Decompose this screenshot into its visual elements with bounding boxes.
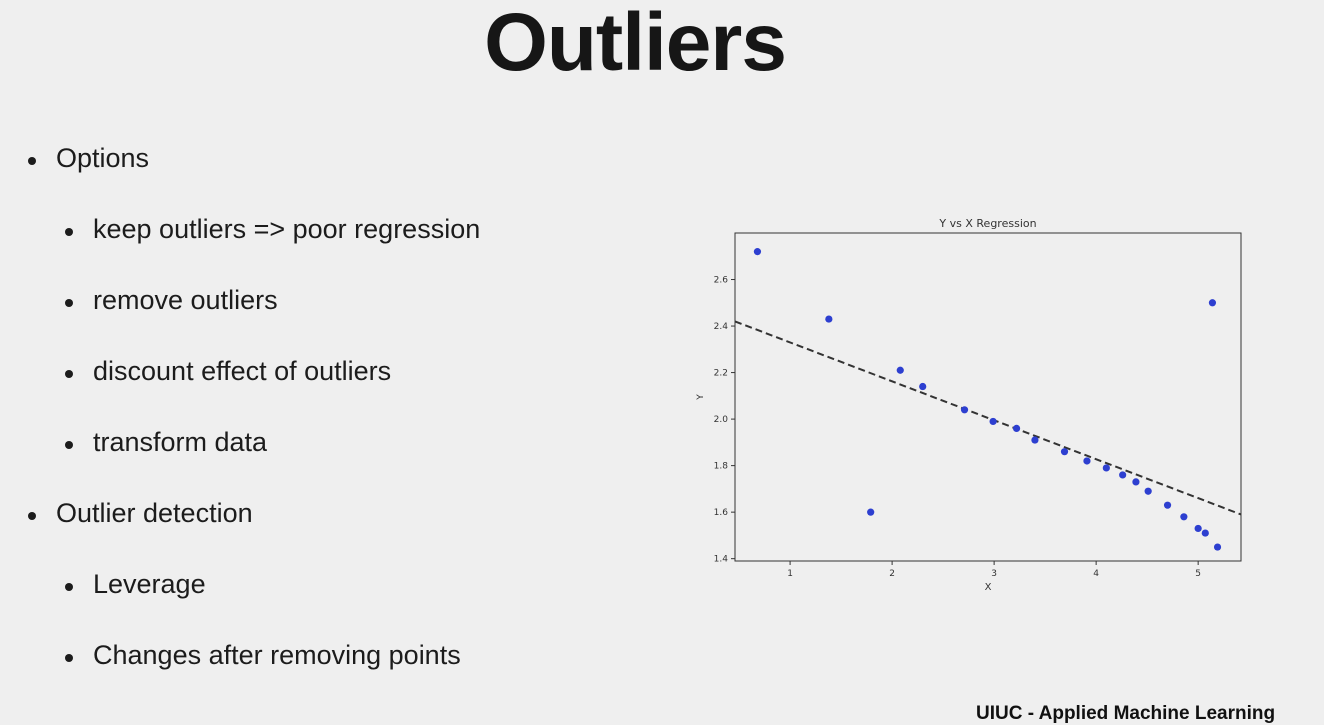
- bullet-dot-icon: [28, 512, 36, 520]
- data-point: [1144, 487, 1152, 495]
- y-axis-label: Y: [696, 394, 706, 401]
- data-point: [960, 406, 969, 414]
- bullet-dot-icon: [65, 299, 73, 307]
- bullet-text: Options: [56, 143, 150, 173]
- bullet-item: discount effect of outliers: [65, 356, 392, 386]
- y-tick-label: 1.8: [714, 462, 729, 472]
- y-tick-label: 2.6: [714, 276, 729, 286]
- data-point: [1012, 424, 1021, 433]
- bullet-text: keep outliers => poor regression: [93, 214, 481, 244]
- y-tick-label: 1.6: [714, 508, 729, 518]
- x-tick-label: 4: [1093, 569, 1099, 579]
- y-tick-label: 2.4: [714, 322, 729, 332]
- data-point: [1201, 529, 1209, 537]
- bullet-dot-icon: [65, 583, 73, 591]
- regression-chart: Y vs X Regression 1 2 3 4 5 1.4 1.6 1.8 2.0 2.2 2.4…: [690, 210, 1260, 610]
- bullet-dot-icon: [65, 228, 73, 236]
- data-point: [1180, 513, 1188, 521]
- data-point: [1083, 457, 1091, 465]
- data-point: [867, 508, 875, 516]
- chart-title: Y vs X Regression: [938, 217, 1036, 230]
- slide-title: Outliers: [484, 0, 787, 88]
- regression-line: [734, 320, 1242, 516]
- data-point: [1132, 478, 1140, 486]
- x-tick-label: 1: [787, 569, 793, 579]
- bullet-dot-icon: [28, 157, 36, 165]
- bullet-dot-icon: [65, 370, 73, 378]
- x-tick-label: 5: [1195, 569, 1201, 579]
- bullet-dot-icon: [65, 654, 73, 662]
- bullet-item: keep outliers => poor regression: [65, 214, 481, 244]
- bullet-text: remove outliers: [93, 285, 278, 315]
- bullet-list: Options keep outliers => poor regression r…: [0, 0, 660, 716]
- bullet-dot-icon: [65, 441, 73, 449]
- bullet-text: Changes after removing points: [93, 640, 461, 670]
- data-point: [1119, 471, 1127, 479]
- data-point: [825, 315, 833, 323]
- data-point: [896, 366, 904, 374]
- y-tick-label: 2.0: [714, 415, 729, 425]
- x-axis-label: X: [985, 582, 992, 593]
- data-point: [753, 248, 762, 256]
- y-tick-label: 1.4: [714, 555, 729, 565]
- data-point: [1031, 436, 1039, 444]
- data-point: [989, 417, 997, 426]
- bullet-item: transform data: [65, 427, 268, 457]
- data-point: [1060, 448, 1069, 456]
- bullet-item: remove outliers: [65, 285, 278, 315]
- data-point: [1163, 501, 1172, 509]
- chart-svg: Y vs X Regression 1 2 3 4 5 1.4 1.6 1.8 2.0 2.2 2.4…: [696, 217, 1242, 593]
- data-point: [1208, 299, 1217, 307]
- bullet-item: Outlier detection: [28, 498, 253, 528]
- bullet-text: discount effect of outliers: [93, 356, 392, 386]
- data-point: [1102, 464, 1110, 472]
- bullet-item: Options: [28, 143, 150, 173]
- bullet-text: transform data: [93, 427, 268, 457]
- bullet-item: Leverage: [65, 569, 206, 599]
- plot-frame: [734, 232, 1242, 562]
- footer-credit: UIUC - Applied Machine Learning: [976, 703, 1276, 724]
- bullet-item: Changes after removing points: [65, 640, 461, 670]
- data-point: [1194, 524, 1202, 533]
- data-point: [1213, 543, 1222, 551]
- x-tick-label: 3: [991, 569, 997, 579]
- bullet-text: Leverage: [93, 569, 206, 599]
- y-tick-label: 2.2: [714, 369, 728, 379]
- x-tick-label: 2: [889, 569, 895, 579]
- bullet-text: Outlier detection: [56, 498, 253, 528]
- data-point: [919, 382, 927, 391]
